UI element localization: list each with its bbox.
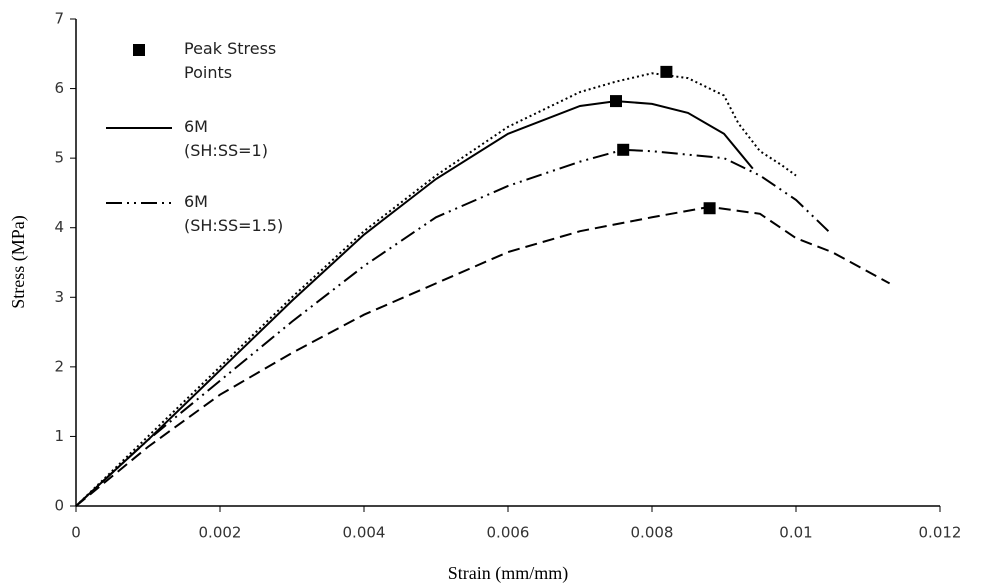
x-tick-label: 0.006 [487, 524, 530, 542]
x-axis-title: Strain (mm/mm) [448, 563, 569, 584]
x-tick-label: 0.002 [199, 524, 242, 542]
y-tick-label: 5 [54, 149, 64, 167]
legend-label: 6M (SH:SS=1.5) [184, 192, 284, 235]
y-tick-label: 2 [54, 357, 64, 375]
y-tick-label: 1 [54, 427, 64, 445]
y-tick-label: 3 [54, 288, 64, 306]
y-tick-label: 6 [54, 79, 64, 97]
series-line [75, 205, 891, 507]
series-line [75, 100, 754, 507]
x-tick-label: 0.012 [919, 524, 962, 542]
x-tick-label: 0 [71, 524, 81, 542]
series-line [75, 72, 797, 507]
legend-item: Peak Stress Points [184, 39, 277, 82]
legend-marker [133, 44, 145, 56]
x-tick-label: 0.008 [631, 524, 674, 542]
legend-item: 6M (SH:SS=1) [184, 117, 268, 160]
peak-marker [617, 143, 630, 156]
y-tick-label: 0 [54, 497, 64, 515]
x-tick-label: 0.004 [343, 524, 386, 542]
y-tick-label: 4 [54, 218, 64, 236]
legend-item: 6M (SH:SS=1.5) [184, 192, 284, 235]
legend-label: Peak Stress Points [184, 39, 277, 82]
peak-marker [703, 202, 716, 215]
y-tick-label: 7 [54, 10, 64, 28]
x-tick-label: 0.01 [779, 524, 812, 542]
y-axis-title: Stress (MPa) [8, 215, 29, 309]
legend-label: 6M (SH:SS=1) [184, 117, 268, 160]
